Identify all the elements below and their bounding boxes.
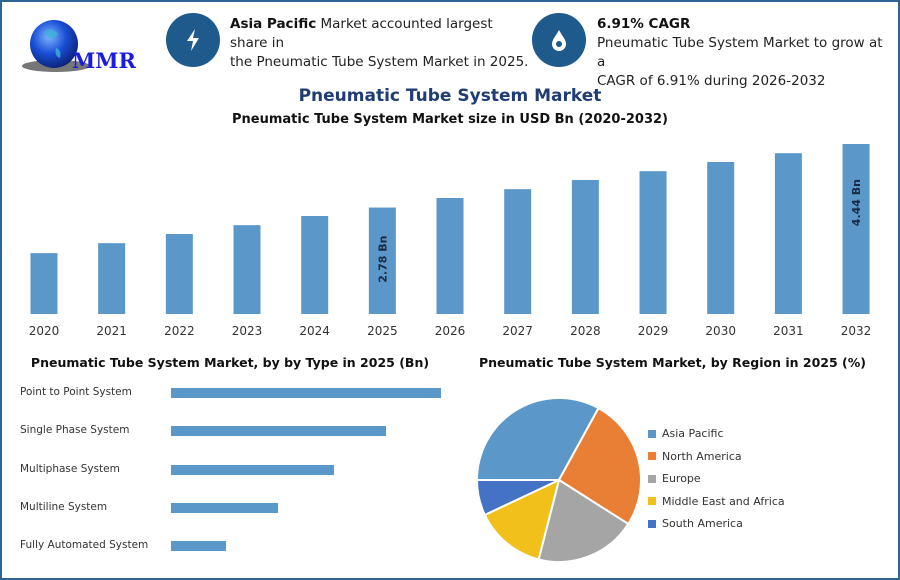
pie-slice-asia-pacific	[475, 397, 600, 481]
pie-slice-europe	[537, 478, 630, 563]
x-tick-label: 2021	[96, 324, 127, 338]
chart-title: Pneumatic Tube System Market	[298, 86, 602, 106]
legend-item: North America	[648, 450, 742, 463]
type-label: Fully Automated System	[20, 539, 149, 552]
mmr-logo: MMR	[18, 14, 138, 76]
info-left-highlight: Asia Pacific	[230, 16, 317, 32]
data-label: 4.44 Bn	[850, 179, 863, 226]
x-tick-label: 2020	[29, 324, 60, 338]
x-tick-label: 2023	[232, 324, 263, 338]
bar-2022	[165, 233, 193, 314]
type-label: Multiphase System	[20, 462, 120, 475]
info-left: Asia Pacific Market accounted largest sh…	[230, 15, 530, 72]
type-label: Single Phase System	[20, 424, 130, 437]
pie-slice-south-america	[475, 479, 560, 517]
legend-label: Middle East and Africa	[662, 494, 785, 508]
bar-2032	[842, 144, 870, 314]
x-tick-label: 2032	[841, 324, 872, 338]
bar-2023	[233, 225, 261, 314]
type-bar	[171, 464, 334, 475]
x-tick-label: 2028	[570, 324, 601, 338]
legend-swatch	[648, 519, 656, 528]
bar-2021	[98, 243, 126, 314]
legend-item: South America	[648, 517, 743, 530]
legend-label: Asia Pacific	[662, 427, 724, 440]
legend-item: Asia Pacific	[648, 427, 724, 440]
bar-2026	[436, 197, 464, 314]
info-right-highlight: 6.91% CAGR	[597, 16, 691, 32]
region-pie-chart	[475, 397, 642, 563]
bar-2025	[368, 207, 396, 314]
legend-swatch	[648, 497, 656, 505]
pie-slice-middle-east-and-africa	[483, 478, 561, 561]
bar-2029	[639, 171, 667, 314]
lightning-icon	[166, 13, 220, 67]
info-right: 6.91% CAGR Pneumatic Tube System Market …	[597, 15, 887, 91]
x-tick-label: 2022	[164, 324, 195, 338]
legend-item: Middle East and Africa	[648, 495, 785, 508]
x-tick-label: 2031	[773, 324, 804, 338]
data-label: 2.78 Bn	[376, 236, 389, 283]
logo-text: MMR	[72, 48, 136, 73]
legend-swatch	[648, 452, 656, 460]
region-chart-title: Pneumatic Tube System Market, by Region …	[479, 355, 866, 370]
bar-2030	[707, 161, 735, 314]
x-tick-label: 2026	[435, 324, 466, 338]
type-bar	[171, 388, 441, 398]
bar-2028	[571, 179, 599, 314]
type-bar	[171, 541, 227, 552]
x-tick-label: 2025	[367, 324, 398, 338]
x-tick-label: 2029	[638, 324, 669, 338]
x-tick-label: 2027	[502, 324, 533, 338]
legend-item: Europe	[648, 472, 701, 485]
chart-subtitle: Pneumatic Tube System Market size in USD…	[232, 112, 668, 127]
x-tick-label: 2024	[299, 324, 330, 338]
type-label: Multiline System	[20, 500, 108, 513]
bar-2027	[504, 189, 532, 314]
legend-label: Europe	[662, 472, 701, 485]
info-left-text1: Market accounted largest share in	[230, 16, 493, 51]
legend-label: South America	[662, 517, 743, 530]
pie-slice-north-america	[557, 406, 642, 526]
info-left-text2: the Pneumatic Tube System Market in 2025…	[230, 54, 529, 70]
bar-2031	[774, 153, 802, 314]
info-right-text2: CAGR of 6.91% during 2026-2032	[597, 73, 826, 89]
legend-swatch	[648, 474, 656, 483]
type-chart-title: Pneumatic Tube System Market, by by Type…	[30, 355, 430, 370]
legend-label: North America	[662, 449, 742, 463]
type-label: Point to Point System	[20, 386, 132, 398]
type-bar	[171, 426, 386, 437]
market-size-bar-chart: 2020 2021 2022 2023 2024 2025 2.78 Bn 2026 2027 2…	[29, 144, 872, 338]
bar-2024	[301, 215, 329, 314]
type-bar	[171, 502, 279, 513]
drop-icon	[532, 13, 586, 67]
bar-2020	[30, 253, 58, 314]
x-tick-label: 2030	[705, 324, 736, 338]
legend-swatch	[648, 429, 656, 438]
info-right-text1: Pneumatic Tube System Market to grow at …	[597, 35, 883, 70]
